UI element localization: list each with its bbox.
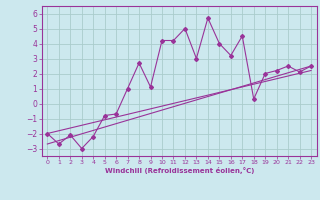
X-axis label: Windchill (Refroidissement éolien,°C): Windchill (Refroidissement éolien,°C) bbox=[105, 167, 254, 174]
